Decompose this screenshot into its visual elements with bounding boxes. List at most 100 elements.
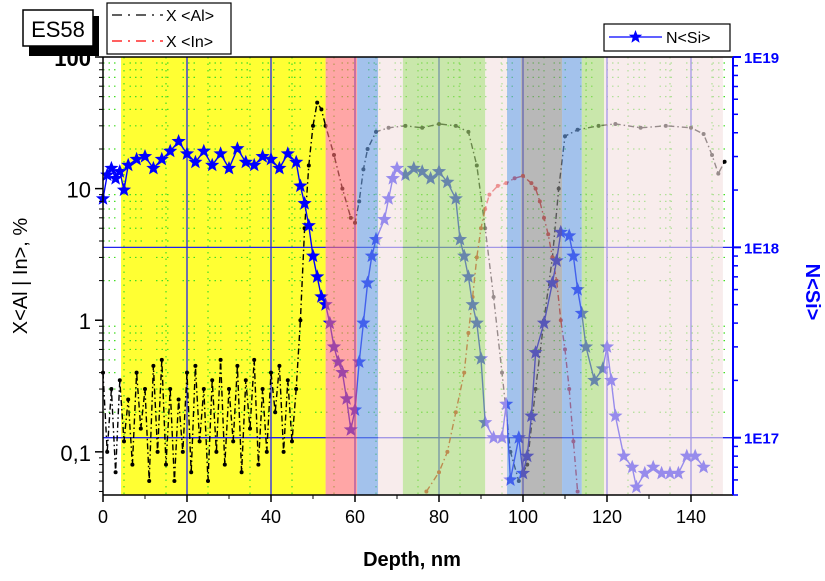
data-point-xal [290,439,294,444]
data-point-xal [264,449,269,454]
data-point-xal [227,387,231,392]
data-point-nsi [121,157,136,172]
data-point-xal [298,318,303,323]
data-point-xal [109,387,114,392]
data-point-xal [235,363,240,368]
data-point-nsi [108,171,123,185]
legend-al-label: X <Al> [166,8,214,25]
data-point-nsi [238,154,253,169]
data-point-nsi [289,154,304,169]
x-tick-label: 40 [261,507,281,527]
data-point-xal [231,439,236,444]
x-tick-label: 120 [592,507,622,527]
data-point-xal [151,363,156,368]
data-point-xal [252,357,257,362]
data-point-nsi [297,196,312,210]
legend-si-star-icon [628,30,643,43]
data-point-xal [218,357,223,362]
data-point-xal [134,370,139,375]
y-tick-label: 0,1 [60,441,91,466]
data-point-xal [222,462,227,467]
data-point-nsi [305,248,321,263]
y2-tick-label: 1E18 [744,240,779,257]
data-point-nsi [116,182,132,197]
sample-label: ES58 [31,17,85,42]
data-point-xal [113,470,118,475]
layer-region [402,57,486,495]
layer-region [378,57,403,495]
data-point-xal [122,439,126,444]
y2-tick-label: 1E17 [744,431,779,448]
data-point-xal [256,462,261,467]
data-point-xal [294,387,299,392]
layer-region [325,57,358,495]
data-point-xal [239,470,244,475]
data-point-xal [281,449,286,454]
legend-in-label: X <In> [166,34,213,51]
data-point-nsi [179,146,195,160]
data-point-xal [143,387,147,392]
data-point-xal [159,357,164,362]
data-point-nsi [129,151,144,166]
data-point-xal [130,462,135,467]
data-point-nsi [112,164,127,178]
y2-tick-label: 1E19 [744,50,779,67]
legend-left [106,2,232,55]
data-point-xal [164,462,168,467]
layer-region [507,57,521,495]
layer-regions-overlay [325,57,723,495]
layer-region [357,57,379,495]
x-tick-label: 60 [345,507,365,527]
data-point-xal [315,100,320,105]
data-point-nsi [163,143,178,158]
layer-region [581,57,605,495]
x-tick-label: 80 [429,507,449,527]
layer-region [520,57,563,495]
data-point-nsi [255,149,270,163]
layer-region [562,57,582,495]
data-point-nsi [213,146,228,160]
data-point-xal [248,426,252,431]
data-point-nsi [171,134,186,148]
data-point-xal [269,370,273,375]
data-point-nsi [272,160,287,175]
series-line-xal [102,100,726,483]
data-point-xal [147,479,152,484]
data-point-xal [197,439,202,444]
layer-region [604,57,723,495]
data-point-xal [201,387,206,392]
data-point-nsi [310,269,325,283]
layer-region [121,57,326,495]
data-point-nsi [205,157,220,172]
data-point-nsi [188,154,203,169]
data-point-xal [180,449,185,454]
data-point-xal [105,449,110,454]
y-tick-label: 1 [79,309,91,334]
data-point-xal [206,479,210,484]
data-point-nsi [293,178,308,193]
data-point-xal [210,378,215,383]
data-point-nsi [263,151,279,166]
data-point-nsi [146,160,161,175]
data-point-xal [193,363,198,368]
data-point-xal [311,123,315,128]
layer-regions-base [121,57,326,495]
x-tick-label: 100 [508,507,538,527]
data-point-xal [185,370,189,375]
data-point-xal [285,378,290,383]
data-point-xal [722,159,727,164]
x-tick-label: 20 [177,507,197,527]
data-point-xal [243,378,248,383]
data-point-xal [155,449,160,454]
data-point-nsi [314,289,329,303]
legend-star-shape [628,30,643,43]
data-point-xal [138,426,143,431]
x-tick-label: 140 [676,507,706,527]
data-point-xal [126,397,131,402]
data-point-nsi [280,146,295,160]
data-point-xal [172,479,177,484]
data-point-xal [319,107,324,112]
data-point-xal [306,163,311,168]
data-point-nsi [230,141,245,155]
